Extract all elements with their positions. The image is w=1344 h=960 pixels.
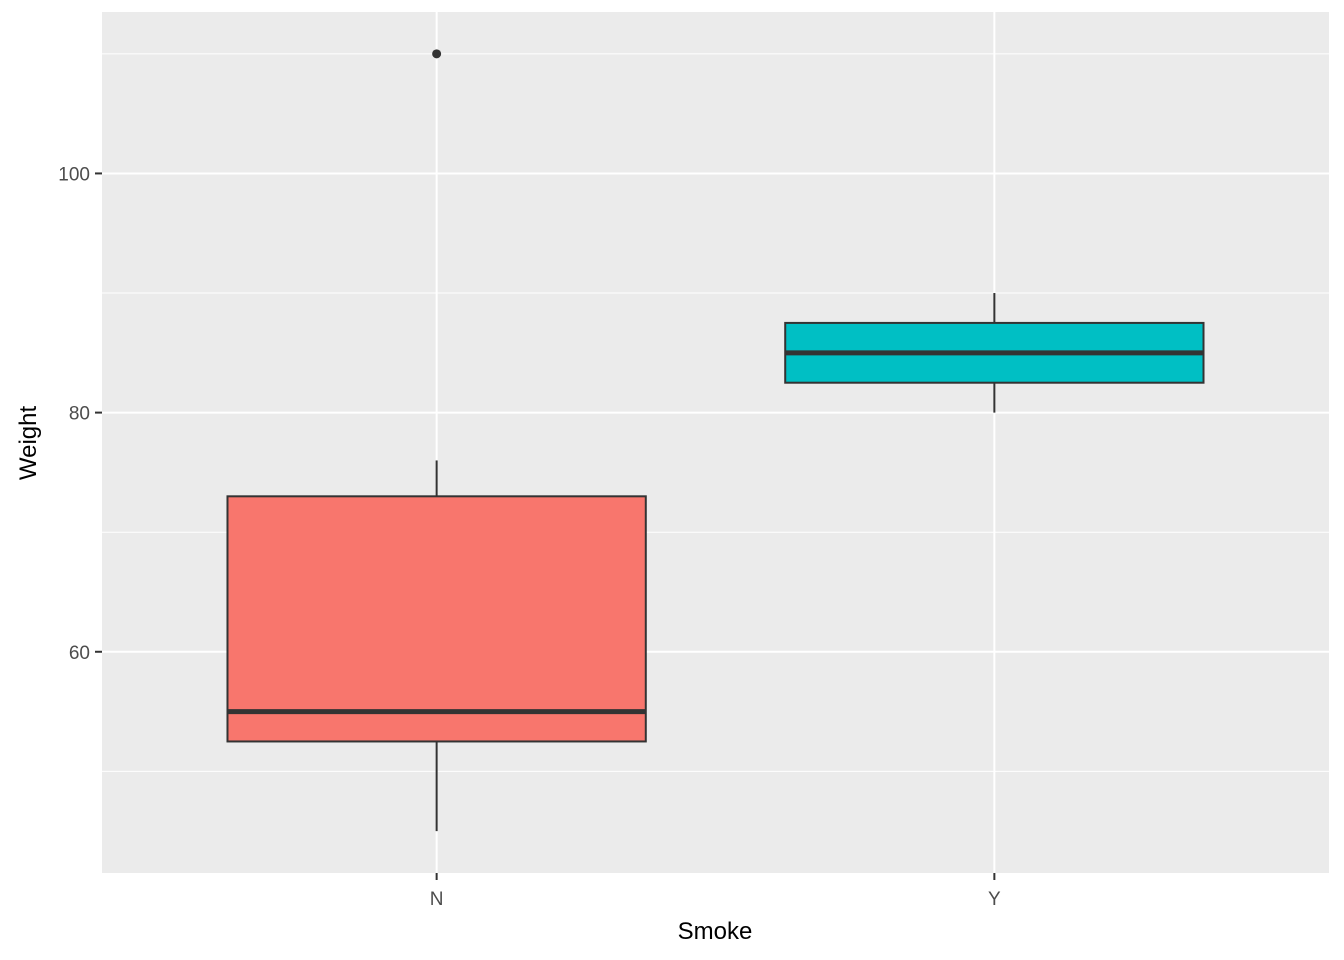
boxplots xyxy=(226,49,1205,832)
y-tick-label: 100 xyxy=(58,164,90,185)
outlier-point xyxy=(432,49,442,59)
y-axis: 60 80 100 xyxy=(58,164,102,664)
box xyxy=(226,495,647,743)
x-axis-title: Smoke xyxy=(678,918,753,945)
y-tick-label: 60 xyxy=(69,643,90,664)
x-tick-label: Y xyxy=(988,889,1001,910)
y-tick-label: 80 xyxy=(69,404,90,425)
x-tick-label: N xyxy=(430,889,444,910)
plot-panel xyxy=(102,12,1329,873)
y-axis-title: Weight xyxy=(15,406,42,481)
